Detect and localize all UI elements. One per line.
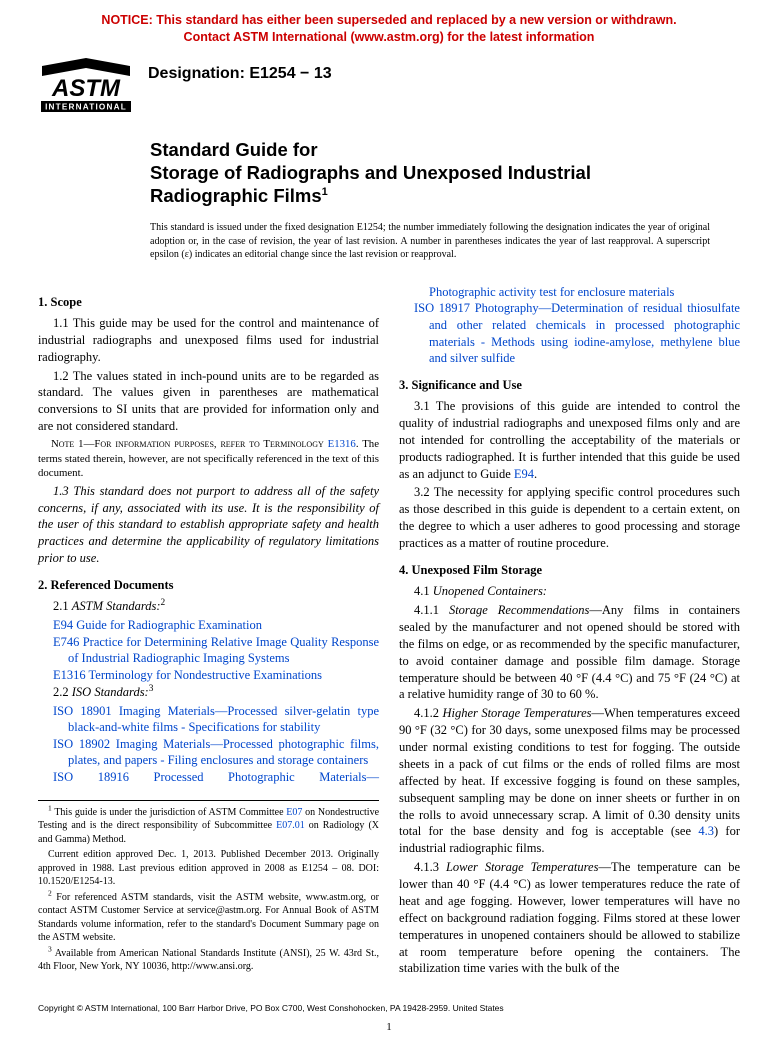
para-1.2: 1.2 The values stated in inch-pound unit… xyxy=(38,368,379,436)
ref-iso18916b[interactable]: Photographic activity test for enclosure… xyxy=(399,284,740,301)
ref-iso18901[interactable]: ISO 18901 Imaging Materials—Processed si… xyxy=(38,703,379,736)
link-e07[interactable]: E07 xyxy=(286,807,302,818)
para-1.3: 1.3 This standard does not purport to ad… xyxy=(38,483,379,567)
ref-e1316[interactable]: E1316 Terminology for Nondestructive Exa… xyxy=(38,667,379,684)
issuance-note: This standard is issued under the fixed … xyxy=(150,221,740,262)
ref-iso18902[interactable]: ISO 18902 Imaging Materials—Processed ph… xyxy=(38,736,379,769)
notice-line2: Contact ASTM International (www.astm.org… xyxy=(184,30,595,44)
header-row: ASTM INTERNATIONAL Designation: E1254 − … xyxy=(38,56,740,114)
para-3.1: 3.1 The provisions of this guide are int… xyxy=(399,398,740,482)
title-line2: Storage of Radiographs and Unexposed Ind… xyxy=(150,162,591,183)
standard-title: Standard Guide for Storage of Radiograph… xyxy=(150,138,740,207)
section-3-head: 3. Significance and Use xyxy=(399,377,740,393)
footnote-1a: 1 This guide is under the jurisdiction o… xyxy=(38,806,379,847)
ref-iso18917[interactable]: ISO 18917 Photography—Determination of r… xyxy=(399,300,740,367)
page-number: 1 xyxy=(38,1020,740,1034)
link-e1316[interactable]: E1316 xyxy=(328,438,356,450)
para-4.1.1: 4.1.1 Storage Recommendations—Any films … xyxy=(399,602,740,703)
sub-2.1: 2.1 ASTM Standards:2 xyxy=(38,598,379,615)
title-line1: Standard Guide for xyxy=(150,139,318,160)
right-column: Photographic activity test for enclosure… xyxy=(399,284,740,980)
title-block: Standard Guide for Storage of Radiograph… xyxy=(150,138,740,207)
link-4.3[interactable]: 4.3 xyxy=(698,824,714,838)
para-4.1.2: 4.1.2 Higher Storage Temperatures—When t… xyxy=(399,705,740,857)
notice: NOTICE: This standard has either been su… xyxy=(38,12,740,46)
ref-iso18916a[interactable]: ISO 18916 Processed Photographic Materia… xyxy=(38,769,379,786)
two-columns: 1. Scope 1.1 This guide may be used for … xyxy=(38,284,740,980)
footnote-1b: Current edition approved Dec. 1, 2013. P… xyxy=(38,848,379,889)
sub-4.1: 4.1 Unopened Containers: xyxy=(399,583,740,600)
copyright: Copyright © ASTM International, 100 Barr… xyxy=(38,1003,740,1014)
section-4-head: 4. Unexposed Film Storage xyxy=(399,562,740,578)
svg-text:INTERNATIONAL: INTERNATIONAL xyxy=(45,102,127,111)
link-e94[interactable]: E94 xyxy=(514,467,534,481)
notice-line1: NOTICE: This standard has either been su… xyxy=(101,13,676,27)
astm-logo: ASTM INTERNATIONAL xyxy=(38,56,134,114)
left-column: 1. Scope 1.1 This guide may be used for … xyxy=(38,284,379,980)
footnote-2: 2 For referenced ASTM standards, visit t… xyxy=(38,891,379,945)
title-line3: Radiographic Films xyxy=(150,185,322,206)
footnote-3: 3 Available from American National Stand… xyxy=(38,947,379,974)
title-sup: 1 xyxy=(322,186,328,198)
ref-e746[interactable]: E746 Practice for Determining Relative I… xyxy=(38,634,379,667)
sub-2.2: 2.2 ISO Standards:3 xyxy=(38,684,379,701)
link-e0701[interactable]: E07.01 xyxy=(276,820,305,831)
para-4.1.3: 4.1.3 Lower Storage Temperatures—The tem… xyxy=(399,859,740,977)
svg-text:ASTM: ASTM xyxy=(51,75,121,102)
section-2-head: 2. Referenced Documents xyxy=(38,577,379,593)
designation: Designation: E1254 − 13 xyxy=(148,56,332,85)
ref-e94[interactable]: E94 Guide for Radiographic Examination xyxy=(38,617,379,634)
para-1.1: 1.1 This guide may be used for the contr… xyxy=(38,315,379,366)
note-1: Note 1—For information purposes, refer t… xyxy=(38,437,379,481)
para-3.2: 3.2 The necessity for applying specific … xyxy=(399,484,740,552)
footnotes: 1 This guide is under the jurisdiction o… xyxy=(38,800,379,974)
section-1-head: 1. Scope xyxy=(38,294,379,310)
